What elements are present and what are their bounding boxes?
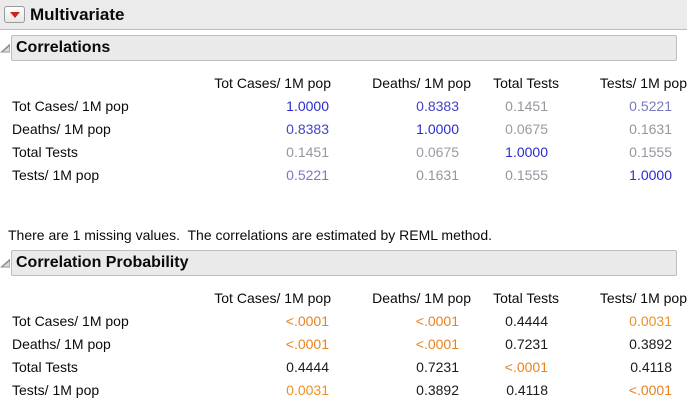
row-label: Total Tests <box>12 144 78 160</box>
corner-cell <box>10 72 178 95</box>
probability-title: Correlation Probability <box>16 254 189 271</box>
value-cell: 0.0031 <box>629 313 672 329</box>
value-cell: <.0001 <box>285 336 329 352</box>
value-cell: 1.0000 <box>505 144 548 160</box>
disclosure-triangle-open-icon[interactable] <box>0 44 10 53</box>
row-label: Deaths/ 1M pop <box>12 121 111 137</box>
value-cell: 0.5221 <box>629 98 672 114</box>
value-cell: 0.1631 <box>629 121 672 137</box>
disclosure-triangle-open-icon[interactable] <box>0 259 10 268</box>
value-cell: <.0001 <box>628 382 672 398</box>
corner-cell <box>10 287 178 310</box>
table-row: Tot Cases/ 1M pop 1.0000 0.8383 0.1451 0.522… <box>10 95 687 118</box>
table-row: Tot Cases/ 1M pop <.0001 <.0001 0.4444 0.003… <box>10 310 687 333</box>
value-cell: 0.8383 <box>286 121 329 137</box>
value-cell: 0.4444 <box>286 359 329 375</box>
value-cell: 0.0031 <box>286 382 329 398</box>
multivariate-menu-button[interactable] <box>4 6 25 23</box>
value-cell: 1.0000 <box>286 98 329 114</box>
column-header: Tot Cases/ 1M pop <box>214 75 331 91</box>
value-cell: 0.0675 <box>416 144 459 160</box>
page-title: Multivariate <box>30 4 125 24</box>
table-row: Tests/ 1M pop 0.0031 0.3892 0.4118 <.0001 <box>10 379 687 402</box>
row-label: Tot Cases/ 1M pop <box>12 313 129 329</box>
value-cell: <.0001 <box>415 336 459 352</box>
column-header: Tot Cases/ 1M pop <box>214 290 331 306</box>
value-cell: 1.0000 <box>416 121 459 137</box>
table-row: Tests/ 1M pop 0.5221 0.1631 0.1555 1.0000 <box>10 164 687 187</box>
column-header: Tests/ 1M pop <box>599 290 687 306</box>
value-cell: 0.5221 <box>286 167 329 183</box>
probability-header-row: Tot Cases/ 1M pop Deaths/ 1M pop Total Tes… <box>10 287 687 310</box>
correlations-header-bar: Correlations <box>11 35 677 61</box>
multivariate-outline-bar: Multivariate <box>0 0 687 30</box>
value-cell: <.0001 <box>285 313 329 329</box>
row-label: Tests/ 1M pop <box>12 382 100 398</box>
value-cell: 1.0000 <box>629 167 672 183</box>
value-cell: 0.7231 <box>416 359 459 375</box>
value-cell: 0.0675 <box>505 121 548 137</box>
missing-values-note: There are 1 missing values. The correlat… <box>8 227 492 243</box>
value-cell: 0.1451 <box>505 98 548 114</box>
value-cell: 0.7231 <box>505 336 548 352</box>
value-cell: 0.4118 <box>506 382 548 398</box>
value-cell: 0.8383 <box>416 98 459 114</box>
column-header: Deaths/ 1M pop <box>372 75 471 91</box>
value-cell: 0.3892 <box>416 382 459 398</box>
value-cell: 0.4118 <box>630 359 672 375</box>
row-label: Total Tests <box>12 359 78 375</box>
table-row: Deaths/ 1M pop <.0001 <.0001 0.7231 0.3892 <box>10 333 687 356</box>
value-cell: 0.1555 <box>505 167 548 183</box>
correlations-title: Correlations <box>16 39 111 56</box>
table-row: Deaths/ 1M pop 0.8383 1.0000 0.0675 0.1631 <box>10 118 687 141</box>
value-cell: 0.1555 <box>629 144 672 160</box>
row-label: Deaths/ 1M pop <box>12 336 111 352</box>
probability-section-header: Correlation Probability <box>0 250 687 276</box>
value-cell: <.0001 <box>504 359 548 375</box>
value-cell: 0.1631 <box>416 167 459 183</box>
value-cell: <.0001 <box>415 313 459 329</box>
column-header: Deaths/ 1M pop <box>372 290 471 306</box>
probability-table: Tot Cases/ 1M pop Deaths/ 1M pop Total Tes… <box>10 287 687 402</box>
column-header: Total Tests <box>493 75 559 91</box>
probability-header-bar: Correlation Probability <box>11 250 677 276</box>
column-header: Tests/ 1M pop <box>599 75 687 91</box>
correlations-section-header: Correlations <box>0 35 687 61</box>
table-row: Total Tests 0.4444 0.7231 <.0001 0.4118 <box>10 356 687 379</box>
correlations-table: Tot Cases/ 1M pop Deaths/ 1M pop Total Tes… <box>10 72 687 187</box>
column-header: Total Tests <box>493 290 559 306</box>
correlations-header-row: Tot Cases/ 1M pop Deaths/ 1M pop Total Tes… <box>10 72 687 95</box>
red-triangle-icon <box>9 11 20 18</box>
row-label: Tot Cases/ 1M pop <box>12 98 129 114</box>
value-cell: 0.4444 <box>505 313 548 329</box>
value-cell: 0.1451 <box>286 144 329 160</box>
value-cell: 0.3892 <box>629 336 672 352</box>
table-row: Total Tests 0.1451 0.0675 1.0000 0.1555 <box>10 141 687 164</box>
row-label: Tests/ 1M pop <box>12 167 100 183</box>
